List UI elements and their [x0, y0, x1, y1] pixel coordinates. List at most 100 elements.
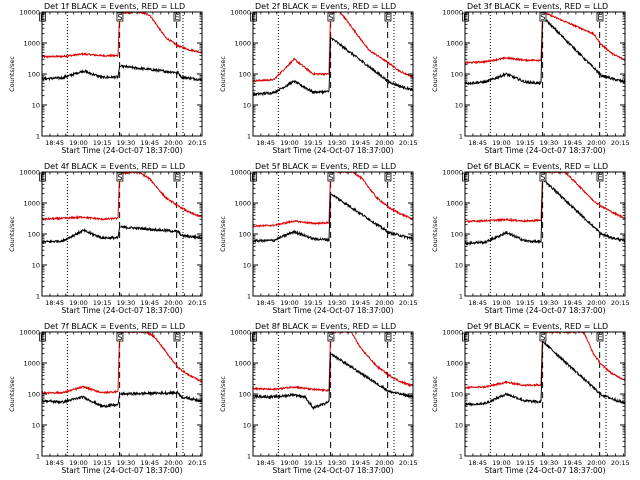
y-tick-label: 10 [455, 102, 463, 110]
plot-frame [41, 11, 203, 137]
y-tick-label: 1 [36, 453, 40, 461]
y-tick-label: 100 [28, 231, 40, 239]
x-tick-label: 20:00 [164, 139, 183, 147]
y-axis-label: Counts/sec [8, 376, 16, 412]
x-tick-label: 19:30 [540, 299, 559, 307]
x-tick-label: 19:45 [351, 139, 370, 147]
x-tick-label: 19:15 [304, 299, 323, 307]
y-axis-label: Counts/sec [219, 376, 227, 412]
y-tick-label: 10 [243, 102, 251, 110]
x-tick-label: 19:45 [140, 299, 159, 307]
flag-label: E [251, 173, 256, 182]
y-tick-label: 10 [32, 262, 40, 270]
flag-label: S [117, 173, 122, 182]
flag-box [539, 12, 547, 22]
plot-area [42, 172, 202, 296]
y-tick-label: 100 [28, 391, 40, 399]
panel-4: Det 4f BLACK = Events, RED = LLD E S E 1 10 10… [8, 162, 207, 315]
y-axis-label: Counts/sec [431, 56, 439, 92]
panel-6: Det 6f BLACK = Events, RED = LLD E S E 1 10 10… [431, 162, 630, 315]
y-axis-label: Counts/sec [8, 56, 16, 92]
panel-8: Det 8f BLACK = Events, RED = LLD E S E 1 10 10… [219, 322, 418, 475]
x-axis-label: Start Time (24-Oct-07 18:37:00) [61, 306, 182, 315]
x-tick-label: 19:15 [304, 139, 323, 147]
plot-area [465, 172, 625, 296]
flag-label: E [597, 13, 602, 22]
y-tick-label: 10000 [442, 329, 463, 337]
events-series-line [465, 15, 625, 86]
lld-series-line [253, 12, 413, 83]
x-axis-label: Start Time (24-Oct-07 18:37:00) [272, 466, 393, 475]
flag-label: S [328, 333, 333, 342]
y-tick-label: 1000 [23, 200, 40, 208]
x-tick-label: 19:00 [280, 459, 299, 467]
x-tick-label: 18:45 [256, 139, 275, 147]
flag-label: E [40, 333, 45, 342]
y-tick-label: 10000 [19, 329, 40, 337]
flag-label: E [597, 173, 602, 182]
panel-title: Det 7f BLACK = Events, RED = LLD [44, 322, 185, 331]
x-tick-label: 20:15 [188, 299, 207, 307]
x-tick-label: 19:30 [117, 299, 136, 307]
x-tick-label: 18:45 [256, 299, 275, 307]
panel-title: Det 1f BLACK = Events, RED = LLD [44, 2, 185, 11]
x-axis-label: Start Time (24-Oct-07 18:37:00) [484, 306, 605, 315]
x-tick-label: 19:15 [93, 139, 112, 147]
y-tick-label: 10 [243, 262, 251, 270]
panel-2: Det 2f BLACK = Events, RED = LLD E S E 1 10 10… [219, 2, 418, 155]
flag-label: E [40, 173, 45, 182]
x-tick-label: 20:00 [164, 299, 183, 307]
events-series-line [42, 64, 202, 82]
plot-frame [252, 11, 414, 137]
panel-title: Det 6f BLACK = Events, RED = LLD [467, 162, 608, 171]
y-tick-label: 10000 [19, 9, 40, 17]
flag-box [327, 12, 335, 22]
y-tick-label: 100 [239, 391, 251, 399]
x-tick-label: 20:15 [188, 139, 207, 147]
plot-area [42, 12, 202, 136]
flag-label: S [540, 173, 545, 182]
panel-title: Det 3f BLACK = Events, RED = LLD [467, 2, 608, 11]
x-tick-label: 19:00 [280, 139, 299, 147]
flag-box [116, 12, 124, 22]
panel-title: Det 8f BLACK = Events, RED = LLD [255, 322, 396, 331]
y-tick-label: 1000 [446, 40, 463, 48]
x-tick-label: 20:00 [587, 299, 606, 307]
x-tick-label: 20:15 [399, 299, 418, 307]
x-tick-label: 18:45 [468, 299, 487, 307]
y-tick-label: 1 [247, 133, 251, 141]
y-tick-label: 100 [239, 71, 251, 79]
y-tick-label: 10 [455, 262, 463, 270]
panel-9: Det 9f BLACK = Events, RED = LLD E S E 1 10 10… [431, 322, 630, 475]
x-tick-label: 19:30 [328, 459, 347, 467]
x-tick-label: 19:30 [540, 459, 559, 467]
flag-label: E [385, 13, 390, 22]
x-tick-label: 19:00 [492, 459, 511, 467]
y-tick-label: 1 [247, 293, 251, 301]
y-axis-label: Counts/sec [431, 376, 439, 412]
x-tick-label: 19:45 [351, 299, 370, 307]
panel-title: Det 4f BLACK = Events, RED = LLD [44, 162, 185, 171]
x-tick-label: 18:45 [45, 139, 64, 147]
flag-label: S [540, 333, 545, 342]
y-tick-label: 10000 [442, 9, 463, 17]
flag-label: S [540, 13, 545, 22]
flag-label: E [597, 333, 602, 342]
x-tick-label: 19:00 [69, 299, 88, 307]
y-tick-label: 1000 [446, 360, 463, 368]
x-tick-label: 20:15 [611, 299, 630, 307]
x-tick-label: 19:15 [93, 299, 112, 307]
panel-3: Det 3f BLACK = Events, RED = LLD E S E 1 10 10… [431, 2, 630, 155]
x-tick-label: 19:45 [563, 139, 582, 147]
y-tick-label: 100 [451, 391, 463, 399]
x-tick-label: 19:15 [93, 459, 112, 467]
x-tick-label: 18:45 [45, 459, 64, 467]
x-tick-label: 18:45 [256, 459, 275, 467]
x-tick-label: 20:00 [375, 139, 394, 147]
events-series-line [465, 340, 625, 407]
x-tick-label: 19:00 [492, 139, 511, 147]
y-tick-label: 10000 [230, 169, 251, 177]
x-tick-label: 19:30 [328, 299, 347, 307]
y-tick-label: 1 [36, 293, 40, 301]
lld-series-line [465, 172, 625, 224]
